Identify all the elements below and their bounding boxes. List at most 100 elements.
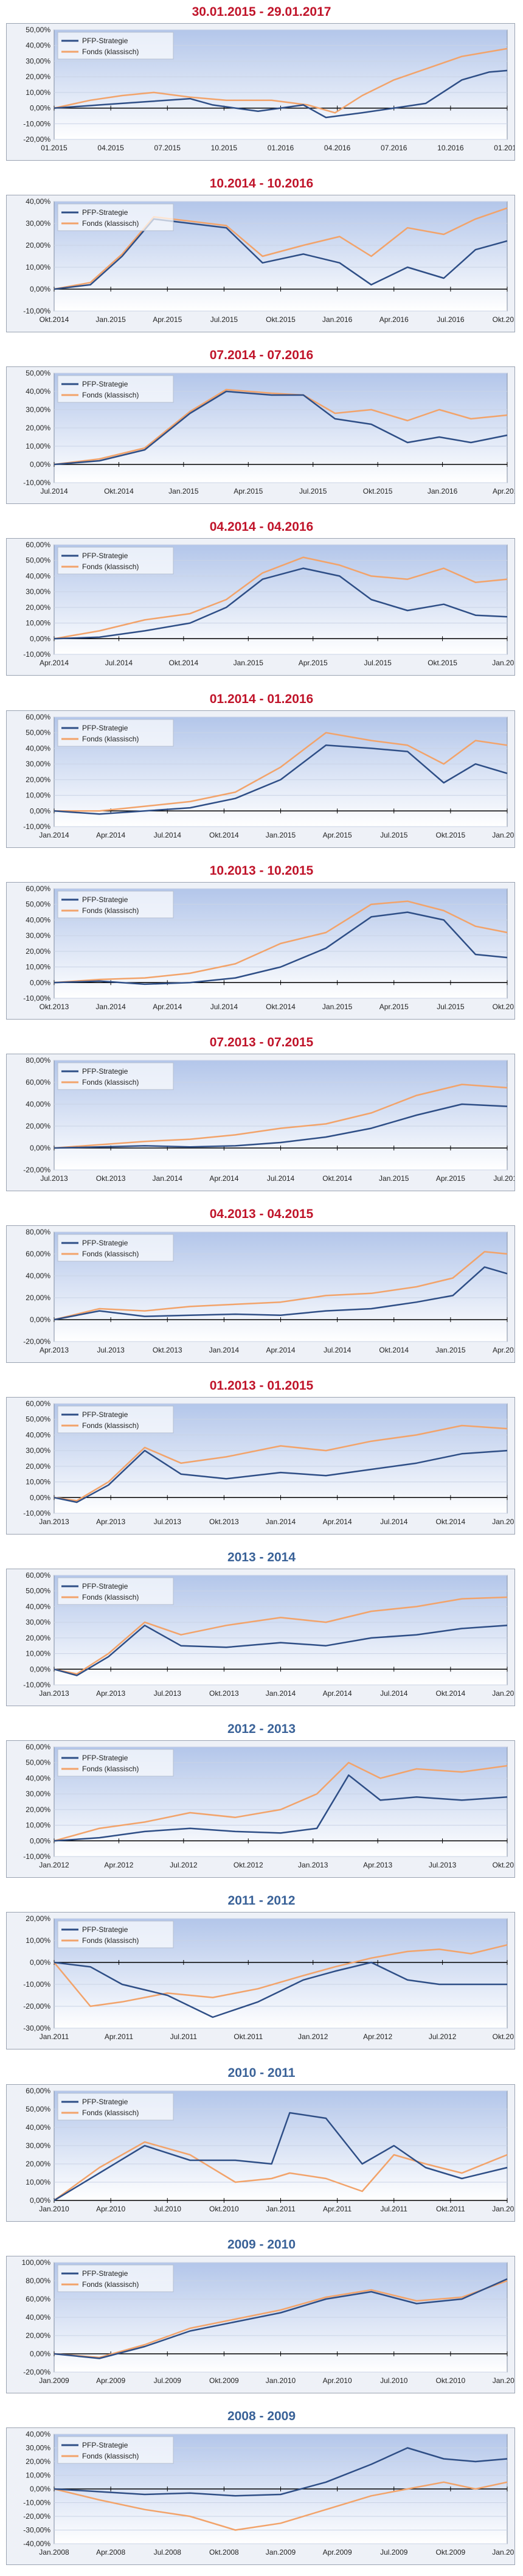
y-tick-label: 40,00% <box>26 2313 50 2322</box>
line-chart: -20,00% 0,00% 20,00% 40,00% 60,00% 80,00% Apr.… <box>23 1228 514 1354</box>
x-tick-label: Apr.2016 <box>493 487 514 495</box>
y-tick-label: 30,00% <box>26 2444 50 2452</box>
x-tick-label: Jul.2015 <box>299 487 327 495</box>
chart-panel: 01.2014 - 01.2016 -10,00% 0,00% 10,00% 20,00… <box>0 687 523 859</box>
x-tick-label: Jan.2010 <box>266 2376 296 2385</box>
x-tick-label: Okt.2013 <box>96 1174 126 1183</box>
legend-box <box>57 32 174 60</box>
x-tick-label: Apr.2015 <box>153 315 182 324</box>
chart-frame: -10,00% 0,00% 10,00% 20,00% 30,00% 40,00% 50,0… <box>6 1740 515 1878</box>
series-line <box>54 556 508 640</box>
y-tick-label: 80,00% <box>26 1056 50 1065</box>
y-tick-label: -20,00% <box>23 2002 50 2011</box>
legend-box <box>57 1405 174 1433</box>
line-chart: -10,00% 0,00% 10,00% 20,00% 30,00% 40,00% 50,0… <box>23 1571 514 1698</box>
y-tick-label: 0,00% <box>30 1836 50 1845</box>
y-tick-label: 40,00% <box>26 2123 50 2132</box>
x-tick-label: Apr.2008 <box>96 2548 125 2557</box>
y-tick-label: 10,00% <box>26 1936 50 1945</box>
chart-panel: 04.2013 - 04.2015 -20,00% 0,00% 20,00% 40,00… <box>0 1202 523 1374</box>
y-tick-label: 30,00% <box>26 405 50 414</box>
x-tick-label: Okt.2009 <box>209 2376 239 2385</box>
series-line <box>54 1774 508 1842</box>
chart-title: 2010 - 2011 <box>227 2066 296 2080</box>
legend-label: Fonds (klassisch) <box>82 2280 139 2289</box>
y-tick-label: 60,00% <box>26 1399 50 1408</box>
chart-panel: 2009 - 2010 -20,00% 0,00% 20,00% 40,00% 60,00… <box>0 2233 523 2404</box>
x-tick-label: Jan.2015 <box>234 659 264 667</box>
legend-label: PFP-Strategie <box>82 37 128 45</box>
y-tick-label: 20,00% <box>26 1293 50 1302</box>
line-chart: -10,00% 0,00% 10,00% 20,00% 30,00% 40,00% 50,0… <box>23 884 514 1011</box>
y-tick-label: 30,00% <box>26 1790 50 1798</box>
series-line <box>54 2447 508 2497</box>
x-tick-label: Jul.2014 <box>380 1517 408 1526</box>
legend-label: Fonds (klassisch) <box>82 1765 139 1773</box>
x-tick-label: Jan.2015 <box>435 1346 466 1354</box>
x-tick-label: Jul.2014 <box>40 487 68 495</box>
y-tick-label: 40,00% <box>26 1430 50 1439</box>
y-tick-label: 40,00% <box>26 915 50 924</box>
y-tick-label: 20,00% <box>26 1462 50 1471</box>
x-tick-label: 07.2016 <box>381 144 407 152</box>
x-tick-label: 10.2015 <box>211 144 238 152</box>
chart-frame: -40,00% -30,00% -20,00% -10,00% 0,00% 10,00% 2… <box>6 2427 515 2565</box>
x-tick-label: Jul.2013 <box>97 1346 125 1354</box>
series-line <box>54 911 508 985</box>
y-tick-label: 30,00% <box>26 1446 50 1455</box>
y-tick-label: 40,00% <box>26 1774 50 1782</box>
y-tick-label: -10,00% <box>23 478 50 487</box>
series-line <box>54 2481 508 2531</box>
legend-label: Fonds (klassisch) <box>82 219 139 228</box>
x-tick-label: Apr.2016 <box>379 315 409 324</box>
y-tick-label: 60,00% <box>26 541 50 549</box>
x-tick-label: Jan.2010 <box>492 2548 514 2557</box>
series-line <box>54 744 508 815</box>
y-tick-label: 0,00% <box>30 2485 50 2493</box>
x-tick-label: Okt.2011 <box>436 2205 465 2213</box>
series-line <box>54 1266 508 1321</box>
x-tick-label: Jan.2016 <box>322 315 353 324</box>
x-tick-label: Jan.2013 <box>39 1517 69 1526</box>
series-line <box>54 69 508 119</box>
x-tick-label: Jan.2011 <box>266 2205 296 2213</box>
y-tick-label: -10,00% <box>23 1980 50 1989</box>
y-tick-label: -10,00% <box>23 650 50 659</box>
x-tick-label: Apr.2012 <box>104 1861 133 1869</box>
x-tick-label: Okt.2009 <box>436 2548 466 2557</box>
legend-label: PFP-Strategie <box>82 1067 128 1076</box>
series-line <box>54 1449 508 1503</box>
x-tick-label: Apr.2009 <box>323 2548 352 2557</box>
x-tick-label: Okt.2011 <box>234 2032 263 2041</box>
x-tick-label: Apr.2013 <box>40 1346 69 1354</box>
x-tick-label: Jan.2014 <box>266 1517 296 1526</box>
x-tick-label: Jan.2009 <box>39 2376 69 2385</box>
x-tick-label: Apr.2014 <box>153 1003 182 1011</box>
x-tick-label: Jul.2014 <box>210 1003 238 1011</box>
y-tick-label: -10,00% <box>23 2499 50 2507</box>
y-tick-label: 0,00% <box>30 285 50 293</box>
x-tick-label: Okt.2014 <box>266 1003 296 1011</box>
y-tick-label: -10,00% <box>23 994 50 1003</box>
y-tick-label: 40,00% <box>26 1602 50 1611</box>
x-tick-label: Okt.2015 <box>436 831 466 839</box>
y-tick-label: -20,00% <box>23 2368 50 2376</box>
chart-title: 2012 - 2013 <box>227 1722 296 1736</box>
series-line <box>54 567 508 640</box>
legend-label: Fonds (klassisch) <box>82 735 139 743</box>
plot-area <box>54 1918 508 2029</box>
chart-title: 2009 - 2010 <box>227 2238 296 2252</box>
x-tick-label: Jan.2015 <box>492 1517 514 1526</box>
x-tick-label: Jan.2014 <box>95 1003 126 1011</box>
line-chart: -20,00% 0,00% 20,00% 40,00% 60,00% 80,00% Jul.… <box>23 1056 514 1183</box>
x-tick-label: Apr.2014 <box>40 659 69 667</box>
x-tick-label: Jan.2011 <box>40 2032 69 2041</box>
x-tick-label: Jul.2010 <box>154 2205 182 2213</box>
x-tick-label: Okt.2010 <box>436 2376 466 2385</box>
x-tick-label: Apr.2014 <box>209 1174 238 1183</box>
legend-label: PFP-Strategie <box>82 724 128 732</box>
y-tick-label: 50,00% <box>26 26 50 34</box>
x-tick-label: Jan.2013 <box>39 1689 69 1698</box>
y-tick-label: 40,00% <box>26 744 50 752</box>
y-tick-label: 20,00% <box>26 1805 50 1814</box>
